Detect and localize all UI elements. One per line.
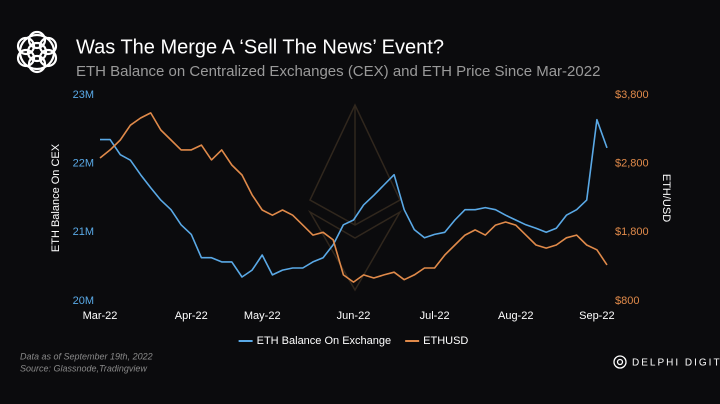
x-tick-label: Jul-22	[420, 310, 450, 322]
x-tick-label: Mar-22	[83, 310, 118, 322]
y2-tick-label: $3,800	[615, 89, 649, 101]
x-tick-label: Apr-22	[175, 310, 208, 322]
logo	[16, 30, 58, 74]
series-line	[99, 112, 608, 283]
y2-tick-label: $2,800	[615, 158, 649, 170]
y-tick-label: 23M	[73, 89, 94, 101]
chart-subtitle: ETH Balance on Centralized Exchanges (CE…	[76, 63, 600, 80]
y-tick-label: 20M	[73, 295, 94, 307]
y-tick-label: 22M	[73, 158, 94, 170]
y-axis-label: ETH Balance On CEX	[50, 143, 62, 252]
brand-logo	[613, 355, 627, 369]
x-tick-label: Aug-22	[498, 310, 533, 322]
y2-axis-label: ETH/USD	[660, 174, 672, 222]
footnote: Source: Glassnode,Tradingview	[20, 363, 147, 373]
footnote: Data as of September 19th, 2022	[20, 351, 153, 361]
x-tick-label: Jun-22	[337, 310, 371, 322]
series-line	[100, 118, 608, 278]
y2-tick-label: $1,800	[615, 226, 649, 238]
x-tick-label: May-22	[244, 310, 281, 322]
x-tick-label: Sep-22	[579, 310, 614, 322]
legend-label: ETH Balance On Exchange	[257, 335, 392, 347]
legend-label: ETHUSD	[423, 335, 468, 347]
y2-tick-label: $800	[615, 295, 639, 307]
chart-title: Was The Merge A ‘Sell The News’ Event?	[76, 36, 444, 58]
y-tick-label: 21M	[73, 226, 94, 238]
watermark	[307, 103, 403, 292]
brand: DELPHI DIGITAL	[632, 358, 720, 369]
